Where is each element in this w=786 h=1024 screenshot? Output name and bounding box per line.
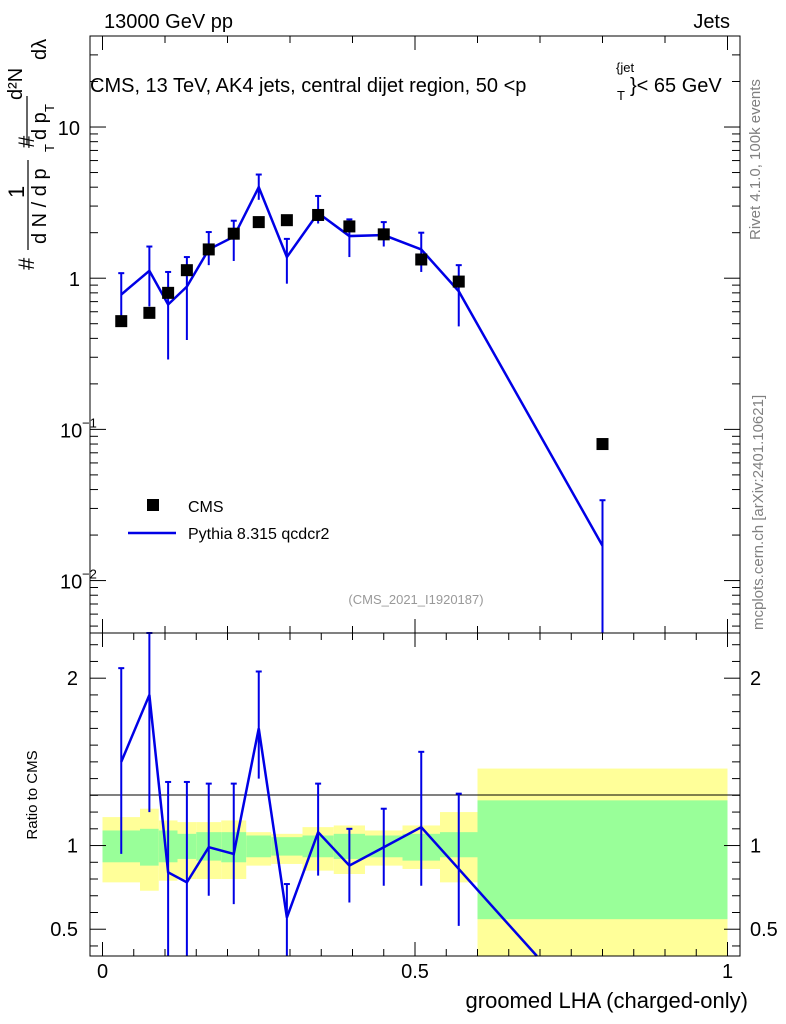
legend-cms-marker — [147, 499, 159, 511]
ratio-axis-ticks: 0 0.5 1 0.5 0.5 1 1 2 2 — [50, 633, 778, 983]
ratio-inner-band — [477, 800, 728, 920]
svg-text:T: T — [42, 144, 57, 152]
rivet-version-label: Rivet 4.1.0, 100k events — [747, 79, 764, 240]
ratio-y-axis-label: Ratio to CMS — [24, 750, 41, 839]
ratio-y-tick-label: 1 — [67, 836, 78, 858]
header-energy: 13000 GeV pp — [104, 11, 233, 33]
svg-text:T: T — [42, 104, 57, 112]
legend-pythia-label: Pythia 8.315 qcdcr2 — [188, 526, 330, 543]
main-y-tick-label: 1 — [69, 269, 80, 291]
cms-data-point — [180, 264, 193, 277]
cms-data-point — [343, 220, 356, 233]
svg-text:dλ: dλ — [29, 39, 51, 60]
svg-text:#: # — [14, 257, 39, 270]
main-y-tick-label: 10 — [58, 118, 80, 140]
data-series-main — [115, 208, 609, 451]
ratio-x-tick-label: 0 — [97, 961, 108, 983]
analysis-id-watermark: (CMS_2021_I1920187) — [348, 592, 483, 607]
ratio-inner-band — [140, 828, 159, 866]
cms-data-point — [227, 227, 240, 240]
ratio-inner-band — [271, 837, 303, 856]
main-y-axis-label: # 1 d N / d p T # d²N d p T dλ — [4, 39, 57, 270]
svg-text:d N / d p: d N / d p — [29, 168, 51, 244]
title-tail: }< 65 GeV — [630, 75, 722, 97]
cms-data-point — [312, 208, 325, 221]
ratio-frame — [89, 632, 741, 957]
ratio-y-tick-label-right: 1 — [750, 836, 761, 858]
cms-data-point — [596, 438, 609, 451]
cms-data-point — [143, 306, 156, 319]
main-y-tick-exponent: −1 — [82, 415, 97, 430]
main-y-tick-exponent: −2 — [82, 567, 97, 582]
main-y-tick-label: 10 — [60, 572, 82, 594]
title-superscript: {jet — [616, 60, 634, 75]
cms-data-point — [115, 315, 128, 328]
cms-data-point — [202, 243, 215, 256]
ratio-inner-band — [246, 835, 272, 858]
svg-text:d²N: d²N — [5, 68, 27, 100]
legend-cms-label: CMS — [188, 499, 224, 516]
x-axis-label: groomed LHA (charged-only) — [466, 988, 748, 1013]
title-subscript: T — [617, 88, 625, 103]
cms-data-point — [162, 286, 175, 299]
header-process: Jets — [693, 11, 730, 33]
mc-ratio-line — [120, 694, 538, 957]
ratio-y-tick-label-right: 0.5 — [750, 919, 778, 941]
mcplots-label: mcplots.cern.ch [arXiv:2401.10621] — [750, 395, 767, 630]
ratio-x-tick-label: 0.5 — [401, 961, 429, 983]
cms-data-point — [452, 275, 465, 288]
ratio-y-tick-label-right: 2 — [750, 668, 761, 690]
main-y-tick-label: 10 — [60, 420, 82, 442]
ratio-uncertainty-bands — [102, 768, 728, 956]
mc-line-main — [120, 184, 604, 547]
cms-data-point — [415, 253, 428, 266]
svg-text:1: 1 — [4, 186, 29, 198]
mc-series-main — [118, 173, 606, 633]
ratio-x-tick-label: 1 — [722, 961, 733, 983]
cms-data-point — [252, 216, 265, 229]
ratio-y-tick-label: 2 — [67, 668, 78, 690]
cms-data-point — [280, 214, 293, 227]
chart-title: CMS, 13 TeV, AK4 jets, central dijet reg… — [90, 75, 526, 97]
ratio-y-tick-label: 0.5 — [50, 919, 78, 941]
svg-text:d p: d p — [29, 112, 51, 140]
cms-data-point — [377, 228, 390, 241]
